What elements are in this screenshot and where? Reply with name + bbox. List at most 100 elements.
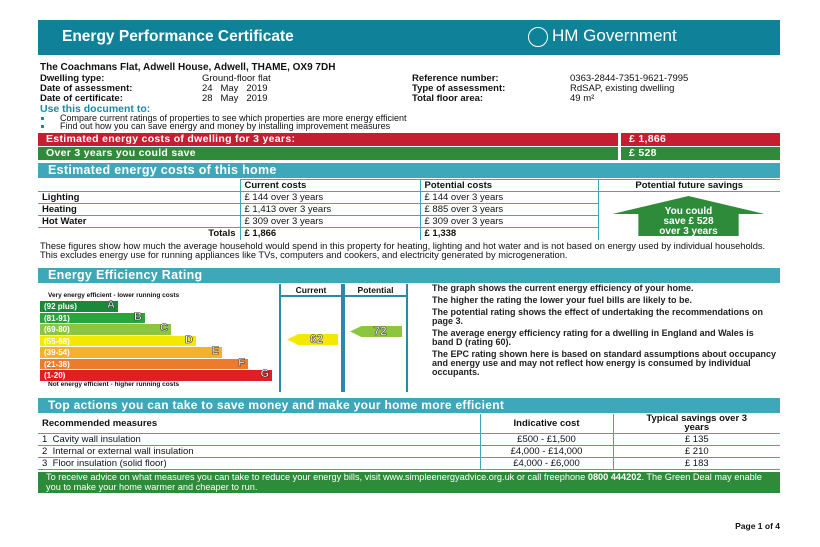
measure-name: Internal or external wall insulation — [52, 445, 194, 457]
current-header: Current — [295, 285, 327, 295]
detail-label: Total floor area: — [412, 93, 484, 104]
row-label: Heating — [38, 203, 241, 216]
page-number: Page 1 of 4 — [735, 521, 780, 531]
explanation-text: The potential rating shows the effect of… — [432, 307, 764, 326]
indicative-cost: £4,000 - £14,000 — [479, 444, 614, 458]
col-header: Indicative cost — [479, 414, 614, 434]
col-header: Potential costs — [419, 179, 599, 192]
row-label: Totals — [38, 227, 241, 240]
band-letter: G — [260, 368, 269, 380]
savings-arrow-text: You could — [664, 206, 713, 217]
page-header: Energy Performance Certificate HM Govern… — [38, 20, 780, 55]
estimated-cost-bar: Estimated energy costs of dwelling for 3… — [38, 133, 618, 146]
band-a: (92 plus) A — [40, 299, 118, 312]
detail-value: RdSAP, existing dwelling — [570, 83, 675, 94]
band-range: (21-38) — [44, 359, 70, 369]
table-row: 3 Floor insulation (solid floor) £4,000 -… — [38, 456, 780, 470]
indicative-cost: £4,000 - £6,000 — [479, 456, 614, 470]
band-range: (69-80) — [44, 325, 70, 334]
band-letter: F — [238, 356, 245, 369]
rating-section-header: Energy Efficiency Rating — [38, 268, 780, 283]
band-range: (81-91) — [44, 313, 70, 323]
bullet-text: Compare current ratings of properties to… — [60, 113, 407, 123]
current-rating-arrow: 62 — [287, 334, 338, 345]
detail-label: Dwelling type: — [40, 73, 105, 84]
detail-value: 28 May 2019 — [202, 93, 268, 104]
band-letter: D — [185, 333, 194, 346]
savings-cell: You could save £ 528 over 3 years — [597, 191, 780, 240]
crest-icon — [528, 27, 548, 47]
typical-saving: £ 183 — [612, 456, 780, 470]
current-column — [279, 284, 343, 392]
current-cost: £ 144 over 3 years — [239, 191, 421, 204]
detail-value: 24 May 2019 — [202, 83, 268, 94]
row-label: Hot Water — [38, 215, 241, 228]
advice-banner: To receive advice on what measures you c… — [38, 472, 780, 493]
col-header: Potential future savings — [597, 179, 780, 192]
col-header: Recommended measures — [38, 414, 481, 434]
bullet-icon — [41, 117, 44, 120]
band-range: (39-54) — [44, 348, 70, 357]
detail-label: Date of certificate: — [40, 93, 123, 104]
band-range: (92 plus) — [44, 302, 77, 311]
current-cost: £ 1,413 over 3 years — [239, 203, 421, 216]
band-letter: C — [160, 322, 169, 334]
indicative-cost: £500 - £1,500 — [479, 432, 614, 446]
freephone-number: 0800 444202 — [587, 472, 642, 482]
potential-cost: £ 885 over 3 years — [419, 203, 599, 216]
costs-table: Current costs Potential costs Potential fu… — [38, 179, 780, 240]
measure-number: 1 — [42, 433, 48, 445]
typical-saving: £ 210 — [612, 444, 780, 458]
current-cost: £ 309 over 3 years — [239, 215, 421, 228]
band-range: (1-20) — [44, 371, 66, 380]
property-address: The Coachmans Flat, Adwell House, Adwell… — [40, 62, 336, 73]
band-d: (55-68) D — [40, 333, 196, 346]
explanation-text: The graph shows the current energy effic… — [432, 283, 694, 293]
potential-rating-arrow: 72 — [350, 326, 402, 337]
total-current: £ 1,866 — [239, 227, 421, 240]
band-letter: B — [134, 310, 143, 323]
detail-value: 0363-2844-7351-9621-7995 — [570, 73, 689, 84]
potential-column — [343, 284, 408, 392]
band-g: (1-20) G — [40, 368, 272, 381]
detail-value: 49 m² — [570, 93, 595, 104]
table-row: 2 Internal or external wall insulation £4… — [38, 444, 780, 458]
band-f: (21-38) F — [40, 356, 248, 369]
totals-row: Totals £ 1,866 £ 1,338 — [38, 227, 780, 240]
typical-saving: £ 135 — [612, 432, 780, 446]
band-b: (81-91) B — [40, 310, 145, 323]
band-c: (69-80) C — [40, 322, 171, 335]
costs-note: These figures show how much the average … — [40, 241, 766, 260]
table-row: Lighting £ 144 over 3 years £ 144 over 3 y… — [38, 191, 780, 240]
explanation-text: The average energy efficiency rating for… — [432, 328, 754, 347]
detail-label: Reference number: — [412, 73, 499, 84]
band-letter: A — [107, 299, 116, 311]
savings-arrow-text: save £ 528 — [663, 216, 714, 227]
band-range: (55-68) — [44, 336, 70, 346]
savings-value: £ 528 — [621, 147, 780, 160]
potential-cost: £ 144 over 3 years — [419, 191, 599, 204]
actions-table: Recommended measures Indicative cost Typic… — [38, 414, 780, 470]
certificate-title: Energy Performance Certificate — [62, 28, 294, 45]
detail-label: Type of assessment: — [412, 83, 506, 94]
bullet-icon — [41, 125, 44, 128]
explanation-text: The higher the rating the lower your fue… — [432, 295, 693, 305]
row-label: Lighting — [38, 191, 241, 204]
scale-bottom-label: Not energy efficient - higher running co… — [48, 381, 180, 388]
advice-text: . The Green Deal may enable you to make … — [46, 472, 762, 492]
bullet-text: Find out how you can save energy and mon… — [60, 121, 391, 131]
detail-value: Ground-floor flat — [202, 73, 271, 84]
scale-top-label: Very energy efficient - lower running co… — [48, 292, 180, 299]
rating-explanation: The graph shows the current energy effic… — [432, 284, 777, 380]
measure-name: Cavity wall insulation — [52, 433, 141, 445]
advice-text: To receive advice on what measures you c… — [46, 472, 588, 482]
potential-cost: £ 309 over 3 years — [419, 215, 599, 228]
table-row: 1 Cavity wall insulation £500 - £1,500 £ 1… — [38, 432, 780, 446]
actions-section-header: Top actions you can take to save money a… — [38, 398, 780, 413]
col-header: Current costs — [239, 179, 421, 192]
use-document-heading: Use this document to: — [40, 103, 151, 115]
band-letter: E — [211, 345, 219, 357]
estimated-cost-value: £ 1,866 — [621, 133, 780, 146]
measure-number: 3 — [42, 457, 48, 469]
potential-header: Potential — [357, 285, 394, 295]
